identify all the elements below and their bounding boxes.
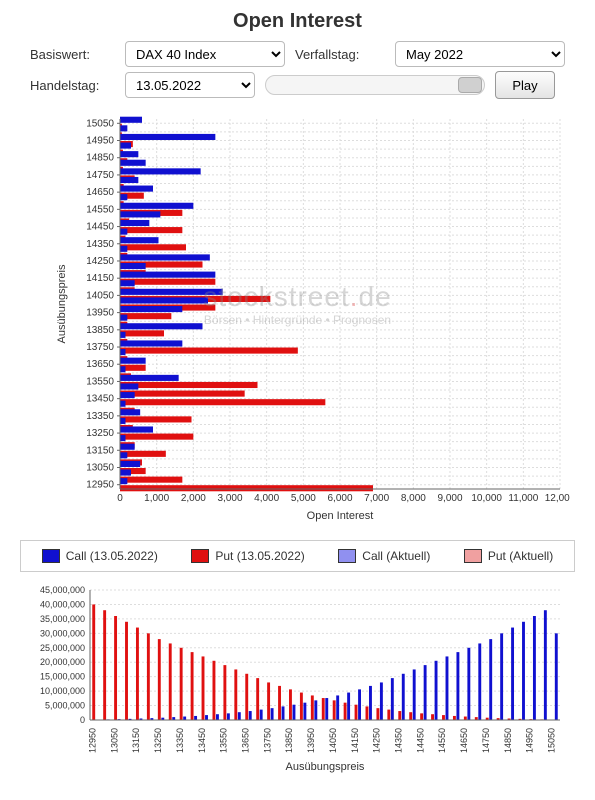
basiswert-select[interactable]: DAX 40 Index bbox=[125, 41, 285, 67]
svg-text:1,000: 1,000 bbox=[144, 493, 169, 504]
svg-text:13150: 13150 bbox=[86, 445, 114, 456]
svg-text:15050: 15050 bbox=[86, 118, 114, 129]
svg-text:14050: 14050 bbox=[86, 290, 114, 301]
svg-text:14450: 14450 bbox=[86, 222, 114, 233]
verfallstag-label: Verfallstag: bbox=[295, 47, 385, 62]
svg-text:14250: 14250 bbox=[372, 728, 382, 753]
svg-text:13850: 13850 bbox=[86, 325, 114, 336]
svg-text:14950: 14950 bbox=[86, 136, 114, 147]
svg-text:13050: 13050 bbox=[86, 462, 114, 473]
svg-text:5,000: 5,000 bbox=[291, 493, 316, 504]
chart-legend: Call (13.05.2022) Put (13.05.2022) Call … bbox=[20, 540, 575, 572]
svg-text:15050: 15050 bbox=[547, 728, 557, 753]
chart2-svg: 0 5,000,000 10,000,000 15,000,000 20,000,000… bbox=[10, 580, 570, 780]
chart1-svg: 0 1,000 2,000 3,000 4,000 5,000 6,000 7,000 8,00… bbox=[10, 109, 570, 529]
svg-text:30,000,000: 30,000,000 bbox=[40, 628, 85, 638]
svg-text:13450: 13450 bbox=[197, 728, 207, 753]
svg-text:13350: 13350 bbox=[86, 411, 114, 422]
page-title: Open Interest bbox=[10, 10, 585, 33]
swatch-call bbox=[42, 549, 60, 563]
svg-text:15,000,000: 15,000,000 bbox=[40, 672, 85, 682]
svg-text:13050: 13050 bbox=[109, 728, 119, 753]
svg-text:7,000: 7,000 bbox=[364, 493, 389, 504]
svg-text:14550: 14550 bbox=[437, 728, 447, 753]
svg-text:13250: 13250 bbox=[86, 428, 114, 439]
play-button[interactable]: Play bbox=[495, 71, 555, 99]
svg-text:9,000: 9,000 bbox=[437, 493, 462, 504]
legend-put: Put (13.05.2022) bbox=[215, 549, 304, 563]
svg-text:14350: 14350 bbox=[86, 239, 114, 250]
svg-text:Open Interest: Open Interest bbox=[307, 510, 374, 522]
svg-text:14950: 14950 bbox=[525, 728, 535, 753]
svg-text:12950: 12950 bbox=[87, 728, 97, 753]
svg-text:12950: 12950 bbox=[86, 480, 114, 491]
svg-text:11,000: 11,000 bbox=[508, 493, 538, 504]
svg-text:14750: 14750 bbox=[481, 728, 491, 753]
svg-text:6,000: 6,000 bbox=[327, 493, 352, 504]
svg-text:3,000: 3,000 bbox=[217, 493, 242, 504]
legend-put-akt: Put (Aktuell) bbox=[488, 549, 553, 563]
svg-text:13750: 13750 bbox=[262, 728, 272, 753]
svg-text:14250: 14250 bbox=[86, 256, 114, 267]
swatch-put-akt bbox=[464, 549, 482, 563]
svg-text:14450: 14450 bbox=[415, 728, 425, 753]
svg-text:14650: 14650 bbox=[459, 728, 469, 753]
svg-text:0: 0 bbox=[80, 715, 85, 725]
svg-text:35,000,000: 35,000,000 bbox=[40, 614, 85, 624]
open-interest-chart: stockstreet.de Börsen • Hintergründe • P… bbox=[10, 109, 585, 532]
svg-text:Ausübungspreis: Ausübungspreis bbox=[56, 264, 68, 343]
svg-text:13250: 13250 bbox=[153, 728, 163, 753]
svg-text:4,000: 4,000 bbox=[254, 493, 279, 504]
svg-text:25,000,000: 25,000,000 bbox=[40, 643, 85, 653]
svg-text:14650: 14650 bbox=[86, 187, 114, 198]
svg-text:5,000,000: 5,000,000 bbox=[45, 701, 85, 711]
svg-text:13650: 13650 bbox=[240, 728, 250, 753]
svg-text:14850: 14850 bbox=[503, 728, 513, 753]
handelstag-select[interactable]: 13.05.2022 bbox=[125, 72, 255, 98]
svg-text:13950: 13950 bbox=[306, 728, 316, 753]
basiswert-label: Basiswert: bbox=[30, 47, 115, 62]
svg-text:40,000,000: 40,000,000 bbox=[40, 599, 85, 609]
svg-text:13750: 13750 bbox=[86, 342, 114, 353]
svg-text:14750: 14750 bbox=[86, 170, 114, 181]
slider-thumb[interactable] bbox=[458, 77, 482, 93]
svg-text:2,000: 2,000 bbox=[181, 493, 206, 504]
svg-text:12,000: 12,000 bbox=[545, 493, 570, 504]
svg-text:14550: 14550 bbox=[86, 204, 114, 215]
svg-text:10,000: 10,000 bbox=[471, 493, 502, 504]
svg-text:14850: 14850 bbox=[86, 153, 114, 164]
swatch-put bbox=[191, 549, 209, 563]
handelstag-label: Handelstag: bbox=[30, 78, 115, 93]
svg-text:13350: 13350 bbox=[175, 728, 185, 753]
verfallstag-select[interactable]: May 2022 bbox=[395, 41, 565, 67]
svg-text:14050: 14050 bbox=[328, 728, 338, 753]
svg-text:14150: 14150 bbox=[350, 728, 360, 753]
cumulative-chart: 0 5,000,000 10,000,000 15,000,000 20,000,000… bbox=[10, 580, 585, 783]
svg-text:13650: 13650 bbox=[86, 359, 114, 370]
svg-text:13450: 13450 bbox=[86, 394, 114, 405]
svg-text:13150: 13150 bbox=[131, 728, 141, 753]
svg-text:0: 0 bbox=[117, 493, 123, 504]
svg-text:Ausübungspreis: Ausübungspreis bbox=[286, 761, 365, 773]
swatch-call-akt bbox=[338, 549, 356, 563]
svg-text:8,000: 8,000 bbox=[401, 493, 426, 504]
svg-text:10,000,000: 10,000,000 bbox=[40, 686, 85, 696]
svg-text:14150: 14150 bbox=[86, 273, 114, 284]
svg-text:45,000,000: 45,000,000 bbox=[40, 585, 85, 595]
date-slider[interactable] bbox=[265, 75, 485, 95]
legend-call: Call (13.05.2022) bbox=[66, 549, 158, 563]
svg-text:20,000,000: 20,000,000 bbox=[40, 657, 85, 667]
svg-text:13850: 13850 bbox=[284, 728, 294, 753]
svg-text:13550: 13550 bbox=[86, 376, 114, 387]
svg-text:14350: 14350 bbox=[394, 728, 404, 753]
legend-call-akt: Call (Aktuell) bbox=[362, 549, 430, 563]
svg-text:13950: 13950 bbox=[86, 308, 114, 319]
svg-text:13550: 13550 bbox=[219, 728, 229, 753]
